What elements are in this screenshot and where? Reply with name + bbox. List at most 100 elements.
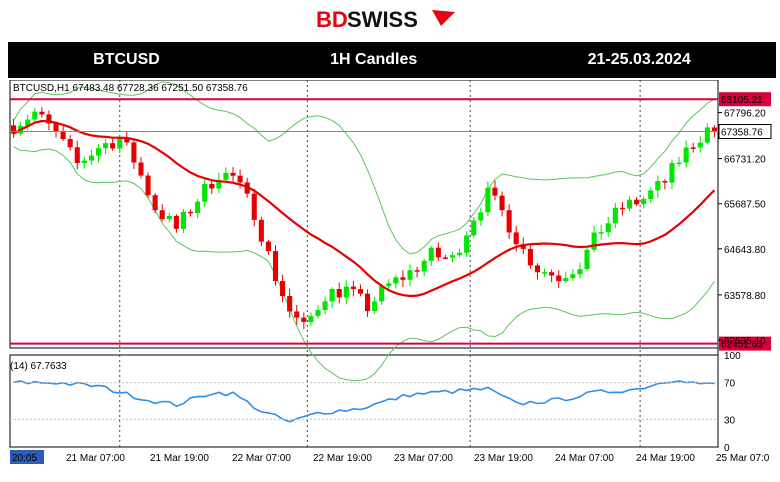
candle-body — [180, 211, 187, 229]
candle — [556, 270, 562, 289]
candle-body — [591, 232, 597, 250]
upper-band-line — [13, 81, 715, 255]
candle — [428, 245, 434, 267]
candle — [669, 159, 675, 190]
logo-bd: BD — [316, 7, 348, 32]
candle — [704, 123, 710, 145]
candle-body — [549, 272, 555, 276]
candle-body — [414, 270, 420, 272]
candle-body — [223, 172, 229, 180]
candle — [216, 172, 222, 194]
candle-body — [527, 249, 533, 266]
candle-body — [478, 212, 484, 221]
candle — [301, 312, 307, 329]
candle-body — [131, 142, 137, 163]
moving-average-line — [12, 119, 716, 298]
candle-body — [32, 111, 38, 120]
candle — [471, 216, 477, 238]
candle — [655, 175, 661, 198]
candle-body — [499, 195, 505, 211]
timeframe-label: 1H Candles — [330, 51, 418, 68]
price-tick-label: 67796.20 — [724, 109, 766, 120]
candle-body — [350, 286, 356, 290]
candle-body — [258, 219, 264, 242]
candle-body — [379, 286, 385, 302]
price-tick-label: 62535.10 — [724, 336, 766, 347]
candle-body — [145, 175, 151, 196]
candle — [386, 278, 392, 290]
candle-body — [449, 255, 456, 258]
candle — [634, 196, 640, 207]
candle-body — [187, 211, 194, 214]
rsi-header: (14) 67.7633 — [10, 361, 67, 372]
candle-body — [534, 265, 541, 273]
candle — [343, 280, 349, 305]
candle — [662, 179, 668, 190]
candle — [265, 239, 271, 255]
candle-body — [626, 199, 633, 209]
rsi-line — [13, 380, 715, 423]
candle-body — [386, 283, 392, 287]
candle — [131, 138, 137, 170]
candle — [676, 156, 682, 168]
candle — [357, 284, 364, 297]
candle-body — [251, 193, 257, 220]
candle-body — [442, 257, 448, 259]
candle-body — [74, 147, 80, 164]
candle — [499, 191, 505, 217]
candle-body — [711, 127, 718, 132]
candle-body — [634, 199, 640, 205]
candle-body — [46, 114, 52, 124]
candle-body — [39, 111, 45, 115]
candle — [372, 296, 378, 314]
candle-body — [124, 138, 130, 143]
candle-body — [612, 207, 618, 224]
candle-body — [400, 277, 406, 280]
candle-body — [619, 207, 625, 210]
candle — [393, 274, 399, 289]
candle — [449, 251, 456, 263]
candle — [598, 224, 604, 240]
rsi-tick-label: 100 — [724, 351, 741, 362]
candle — [223, 167, 229, 183]
candle-body — [690, 147, 696, 149]
current-price-label: 67358.76 — [721, 127, 763, 138]
price-chart: 68105.21 62451.63 67358.76 67796.20 66731.2… — [9, 80, 772, 464]
candle — [74, 140, 80, 170]
candle-body — [669, 162, 675, 183]
candle-body — [577, 269, 583, 275]
candle-body — [308, 315, 314, 322]
candle-body — [648, 190, 654, 199]
candle-body — [471, 220, 477, 236]
candle-body — [322, 301, 328, 311]
candle-body — [329, 289, 335, 302]
candle — [534, 263, 541, 280]
candle-body — [230, 172, 236, 176]
candle-body — [287, 296, 293, 312]
level-label-box — [719, 92, 771, 107]
candle-body — [676, 162, 682, 165]
candle — [202, 177, 208, 207]
candle — [81, 157, 87, 169]
candle-body — [173, 215, 179, 229]
current-price-box — [718, 123, 772, 139]
time-tick-label: 25 Mar 07:0 — [716, 453, 770, 464]
candle-body — [464, 235, 470, 253]
candle-body — [53, 123, 59, 132]
candle — [272, 245, 279, 286]
candle-body — [393, 277, 399, 284]
candle-body — [683, 147, 689, 163]
candle-body — [166, 215, 172, 220]
candle — [570, 269, 576, 281]
time-tick-label: 23 Mar 07:00 — [394, 453, 453, 464]
candle-body — [110, 143, 116, 149]
title-banner: BTCUSD 1H Candles 21-25.03.2024 — [8, 42, 776, 78]
rsi-tick-label: 30 — [724, 415, 736, 426]
chart-header: BTCUSD,H1 67483.48 67728.36 67251.50 673… — [13, 83, 248, 94]
candle — [103, 138, 109, 155]
candle — [464, 231, 470, 257]
date-range-label: 21-25.03.2024 — [587, 51, 691, 68]
candle — [648, 187, 654, 204]
logo-swiss: SWISS — [347, 7, 418, 32]
candle — [145, 172, 151, 198]
